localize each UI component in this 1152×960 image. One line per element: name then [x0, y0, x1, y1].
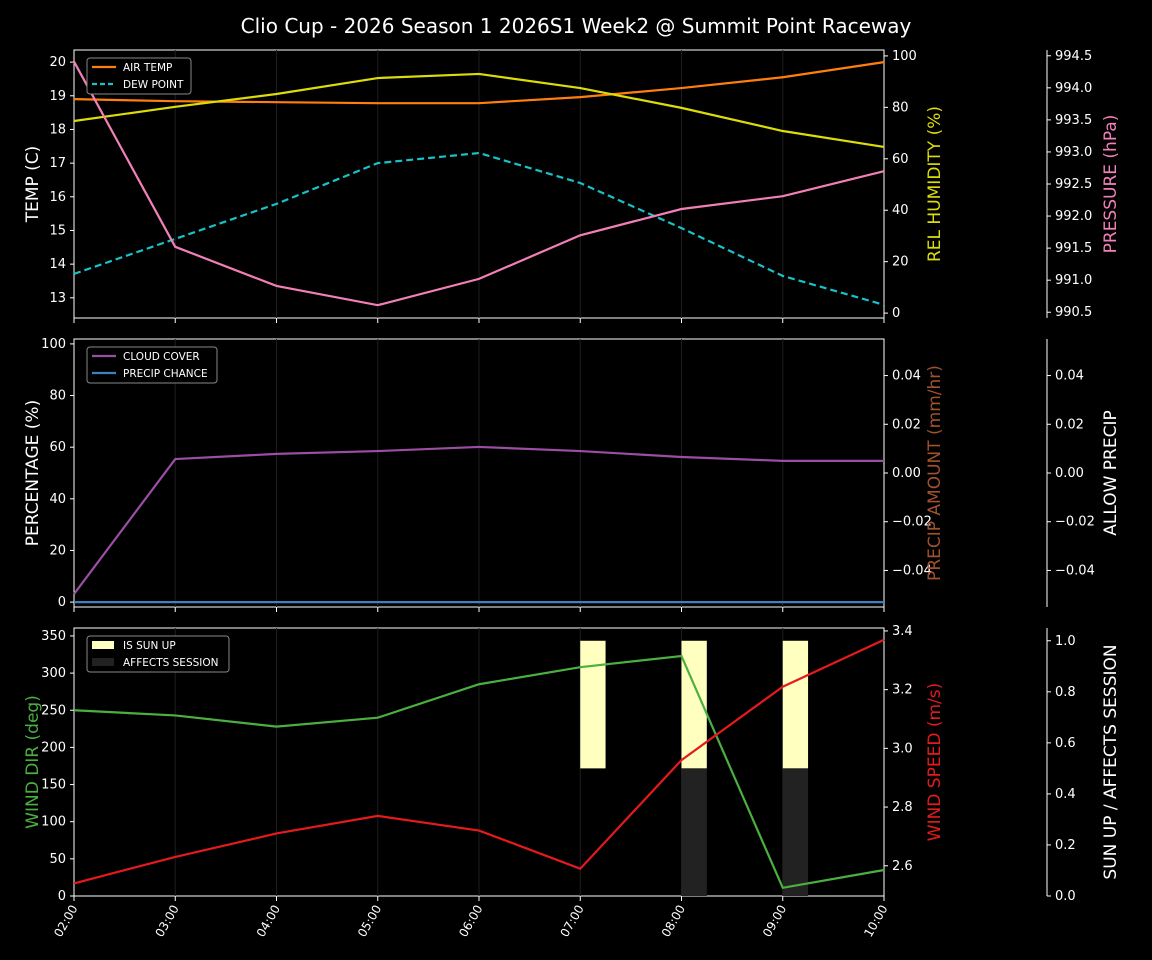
- y-right2-tick-label: 994.5: [1055, 49, 1092, 64]
- y-tick-label: 0: [58, 595, 66, 610]
- y-tick-label: 16: [49, 190, 66, 205]
- y-tick-label: 20: [49, 543, 66, 558]
- series-line-dew-point: [73, 151, 885, 306]
- y-right-tick-label: 0: [892, 306, 900, 321]
- y-axis-label: TEMP (C): [23, 146, 43, 224]
- legend-label: CLOUD COVER: [123, 351, 200, 363]
- y-right2-axis-label: ALLOW PRECIP: [1101, 410, 1121, 536]
- y-right-tick-label: 2.6: [892, 859, 913, 874]
- y-right2-tick-label: 0.2: [1055, 838, 1076, 853]
- y-tick-label: 300: [41, 666, 66, 681]
- y-right-tick-label: 3.4: [892, 624, 913, 639]
- y-tick-label: 18: [49, 122, 66, 137]
- y-right2-axis-label: SUN UP / AFFECTS SESSION: [1101, 644, 1121, 879]
- x-tick-label: 06:00: [456, 903, 485, 940]
- y-tick-label: 14: [49, 257, 66, 272]
- y-right2-tick-label: 0.8: [1055, 685, 1076, 700]
- legend: [86, 346, 218, 384]
- y-tick-label: 60: [49, 440, 66, 455]
- y-right2-tick-label: −0.02: [1055, 515, 1095, 530]
- y-right2-tick-label: 993.5: [1055, 113, 1092, 128]
- y-right-axis-label: PRECIP AMOUNT (mm/hr): [925, 365, 945, 581]
- y-tick-label: 80: [49, 389, 66, 404]
- legend-label: PRECIP CHANCE: [123, 368, 208, 380]
- y-right2-tick-label: 0.04: [1055, 369, 1084, 384]
- y-tick-label: 40: [49, 492, 66, 507]
- bar-is-sun-up: [580, 640, 606, 769]
- y-tick-label: 100: [41, 337, 66, 352]
- y-right-tick-label: 0.04: [892, 369, 921, 384]
- y-right2-tick-label: 1.0: [1055, 634, 1076, 649]
- y-tick-label: 19: [49, 89, 66, 104]
- y-right-tick-label: 0.00: [892, 466, 921, 481]
- y-right-tick-label: 20: [892, 255, 909, 270]
- x-tick-label: 02:00: [51, 903, 80, 940]
- y-tick-label: 20: [49, 55, 66, 70]
- y-right2-tick-label: 994.0: [1055, 81, 1092, 96]
- y-right2-tick-label: 991.0: [1055, 273, 1092, 288]
- legend-swatch: [92, 641, 114, 649]
- y-right2-tick-label: 990.5: [1055, 305, 1092, 320]
- legend-label: AFFECTS SESSION: [123, 657, 219, 669]
- y-right-tick-label: −0.02: [892, 515, 932, 530]
- x-tick-label: 08:00: [659, 903, 688, 940]
- y-tick-label: 350: [41, 629, 66, 644]
- y-tick-label: 17: [49, 156, 66, 171]
- y-right2-tick-label: 992.0: [1055, 209, 1092, 224]
- y-right2-tick-label: 993.0: [1055, 145, 1092, 160]
- legend-swatch: [92, 658, 114, 666]
- legend-label: IS SUN UP: [123, 640, 176, 652]
- x-tick-label: 09:00: [760, 903, 789, 940]
- y-right2-tick-label: 0.02: [1055, 417, 1084, 432]
- legend: [86, 635, 230, 673]
- bar-is-sun-up: [782, 640, 809, 769]
- y-right-tick-label: 0.02: [892, 417, 921, 432]
- y-axis-label: WIND DIR (deg): [23, 695, 43, 829]
- y-right-tick-label: 2.8: [892, 800, 913, 815]
- y-tick-label: 250: [41, 703, 66, 718]
- y-right-axis-label: REL HUMIDITY (%): [925, 106, 945, 262]
- y-right2-tick-label: 992.5: [1055, 177, 1092, 192]
- y-tick-label: 100: [41, 815, 66, 830]
- bar-affects-session: [681, 768, 707, 896]
- y-right2-tick-label: −0.04: [1055, 563, 1095, 578]
- y-right-tick-label: 3.2: [892, 683, 913, 698]
- y-right-tick-label: 80: [892, 100, 909, 115]
- y-right-tick-label: 60: [892, 152, 909, 167]
- x-tick-label: 07:00: [557, 903, 586, 940]
- y-tick-label: 200: [41, 740, 66, 755]
- y-right2-tick-label: 0.0: [1055, 889, 1076, 904]
- y-tick-label: 50: [49, 852, 66, 867]
- y-right2-tick-label: 991.5: [1055, 241, 1092, 256]
- y-tick-label: 13: [49, 291, 66, 306]
- y-right2-tick-label: 0.00: [1055, 466, 1084, 481]
- chart-title: Clio Cup - 2026 Season 1 2026S1 Week2 @ …: [240, 14, 912, 38]
- y-right-tick-label: 3.0: [892, 741, 913, 756]
- y-tick-label: 0: [58, 889, 66, 904]
- bar-affects-session: [782, 768, 809, 896]
- y-right-tick-label: 100: [892, 49, 917, 64]
- y-right-tick-label: −0.04: [892, 563, 932, 578]
- y-axis-label: PERCENTAGE (%): [23, 400, 43, 546]
- legend-label: AIR TEMP: [123, 62, 172, 74]
- x-tick-label: 05:00: [355, 903, 384, 940]
- y-right2-tick-label: 0.6: [1055, 736, 1076, 751]
- y-tick-label: 15: [49, 223, 66, 238]
- y-right-tick-label: 40: [892, 203, 909, 218]
- y-right2-axis-label: PRESSURE (hPa): [1101, 115, 1121, 254]
- x-tick-label: 10:00: [861, 903, 890, 940]
- x-tick-label: 03:00: [152, 903, 181, 940]
- y-right2-tick-label: 0.4: [1055, 787, 1076, 802]
- x-tick-label: 04:00: [254, 903, 283, 940]
- y-right-axis-label: WIND SPEED (m/s): [925, 683, 945, 841]
- y-tick-label: 150: [41, 778, 66, 793]
- legend-label: DEW POINT: [123, 79, 184, 91]
